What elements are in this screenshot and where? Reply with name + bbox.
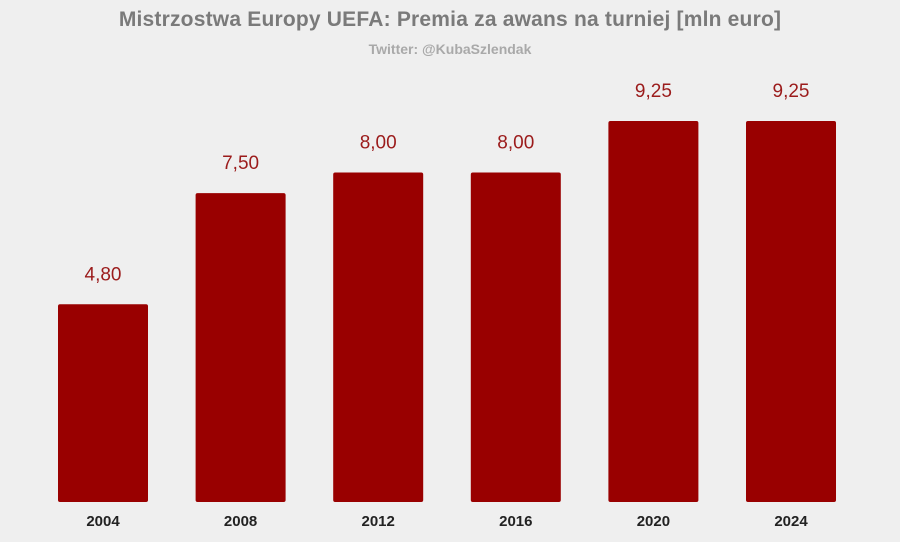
- data-label-2012: 8,00: [360, 133, 397, 154]
- bar-2020: [608, 121, 699, 502]
- x-tick-label-2008: 2008: [224, 513, 257, 530]
- bar-2012: [333, 172, 424, 502]
- bar-2004: [58, 304, 148, 502]
- x-tick-label-2024: 2024: [774, 513, 808, 530]
- x-tick-label-2020: 2020: [637, 513, 670, 530]
- data-label-2016: 8,00: [497, 133, 534, 154]
- chart-subtitle: Twitter: @KubaSzlendak: [368, 41, 532, 57]
- data-label-2024: 9,25: [773, 81, 810, 102]
- x-tick-label-2012: 2012: [362, 513, 395, 530]
- x-tick-label-2016: 2016: [499, 513, 532, 530]
- bar-2016: [470, 172, 561, 502]
- x-tick-label-2004: 2004: [86, 513, 120, 530]
- chart-title: Mistrzostwa Europy UEFA: Premia za awans…: [118, 8, 782, 31]
- bar-2024: [746, 121, 836, 502]
- data-label-2004: 4,80: [85, 264, 122, 285]
- data-label-2020: 9,25: [635, 81, 672, 102]
- data-label-2008: 7,50: [222, 153, 259, 174]
- bar-2008: [195, 193, 286, 502]
